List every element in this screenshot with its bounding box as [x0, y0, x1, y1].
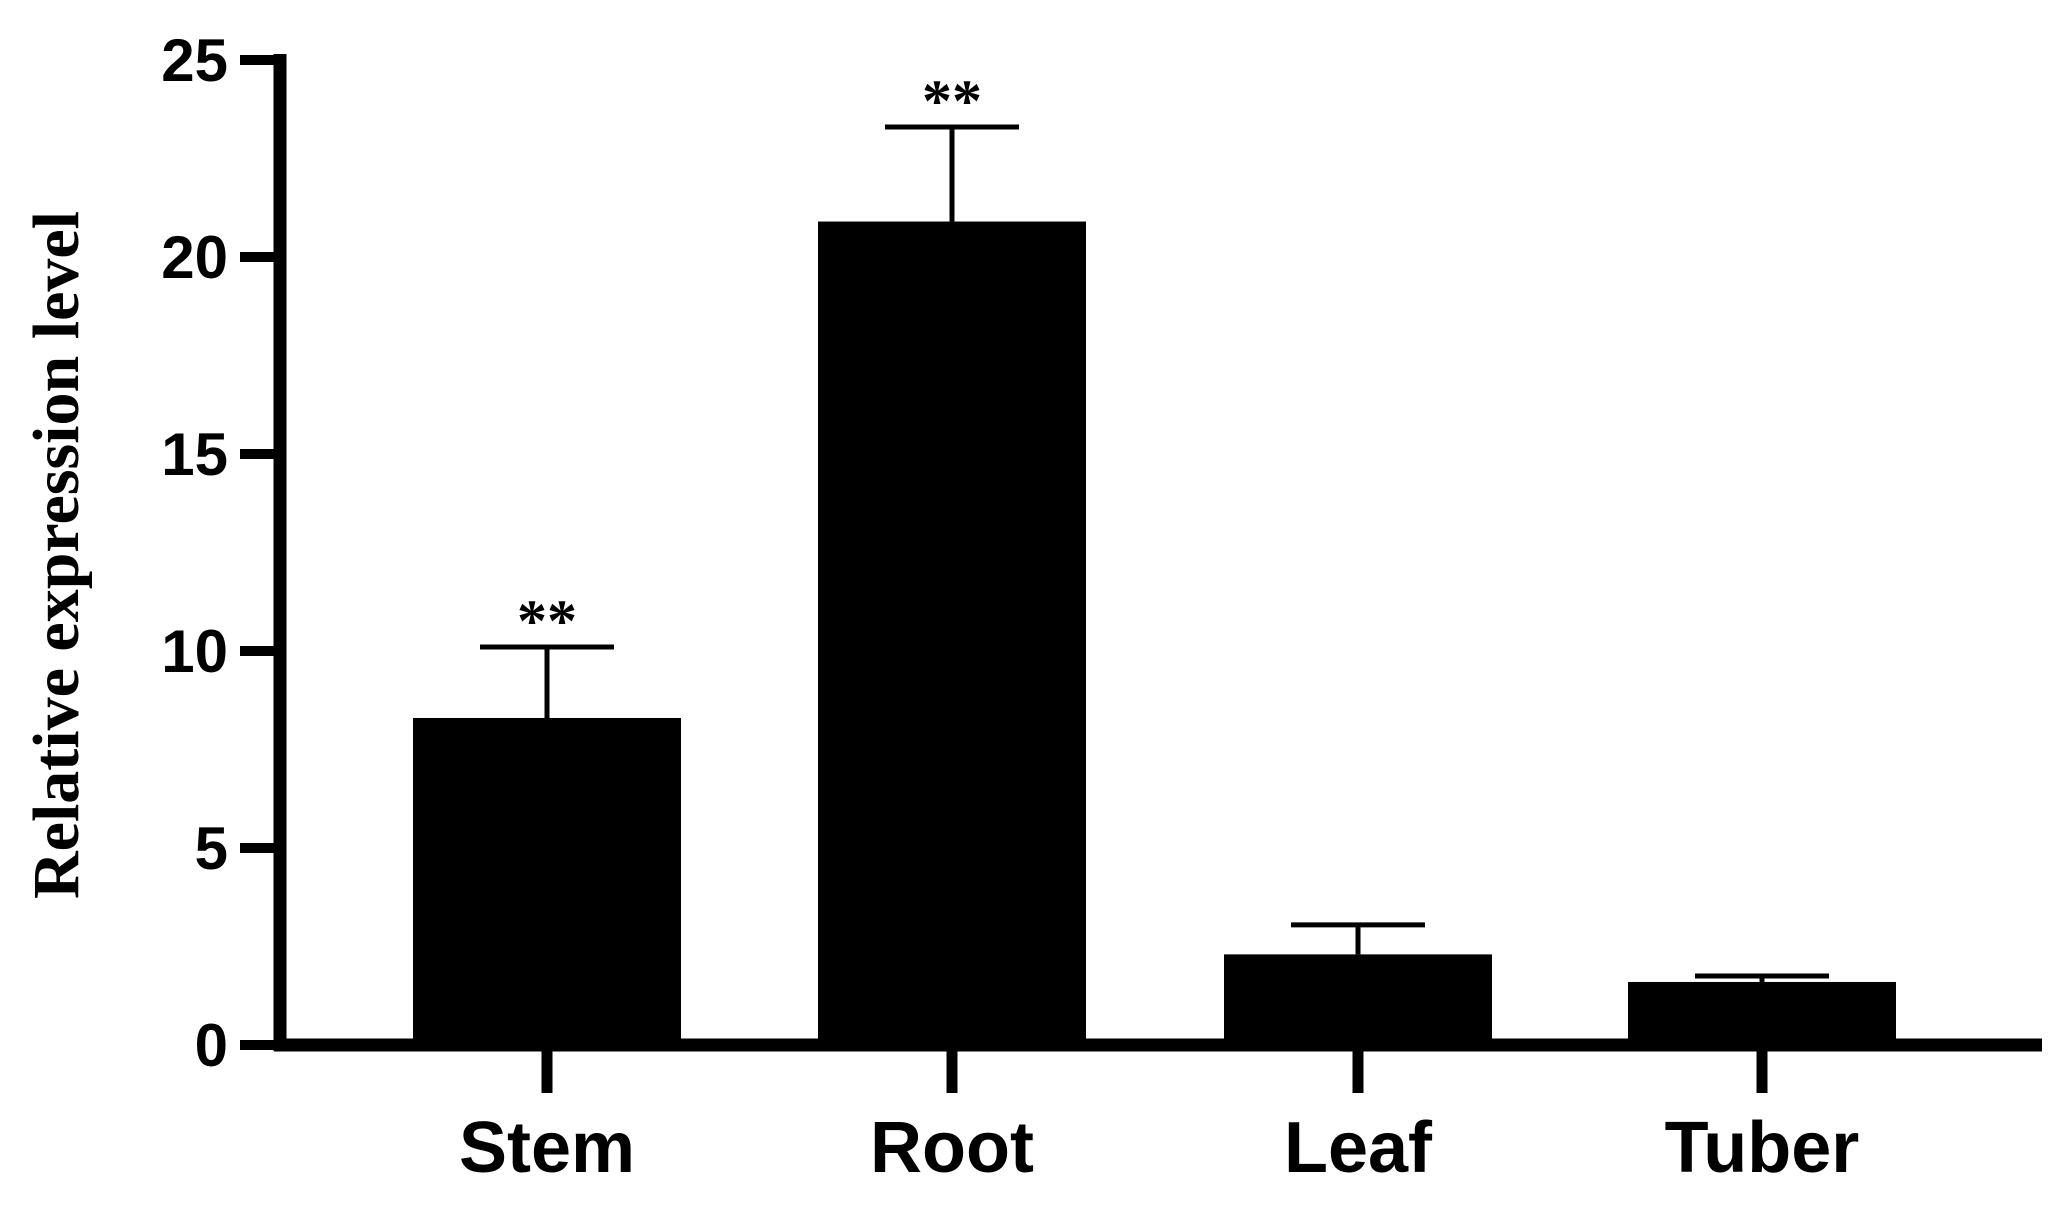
y-tick-label: 5 [195, 815, 228, 882]
x-tick-label-leaf: Leaf [1284, 1108, 1433, 1188]
y-tick-label: 25 [161, 27, 228, 94]
y-tick-label: 10 [161, 618, 228, 685]
y-axis-ticks: 0 5 10 15 20 25 [161, 27, 280, 1079]
x-tick-label-stem: Stem [459, 1108, 635, 1188]
significance-root: ** [922, 68, 982, 134]
axes [273, 54, 2042, 1052]
bar-tuber [1628, 981, 1896, 1045]
bar-root [818, 221, 1086, 1046]
x-tick-label-root: Root [870, 1108, 1034, 1188]
y-axis-label: Relative expression level [20, 211, 93, 899]
error-bars [480, 124, 1829, 982]
y-tick-label: 20 [161, 224, 228, 291]
bars [413, 221, 1896, 1046]
y-axis-label-group: Relative expression level [20, 211, 93, 899]
bar-stem [413, 717, 681, 1045]
bar-leaf [1224, 954, 1492, 1045]
significance-stem: ** [517, 588, 577, 654]
category-labels: Stem Root Leaf Tuber [459, 1108, 1859, 1188]
x-tick-label-tuber: Tuber [1665, 1108, 1860, 1188]
x-axis-ticks [541, 1045, 1768, 1093]
y-tick-label: 15 [161, 421, 228, 488]
significance-marks: ** ** [517, 68, 982, 654]
y-tick-label: 0 [195, 1012, 228, 1079]
